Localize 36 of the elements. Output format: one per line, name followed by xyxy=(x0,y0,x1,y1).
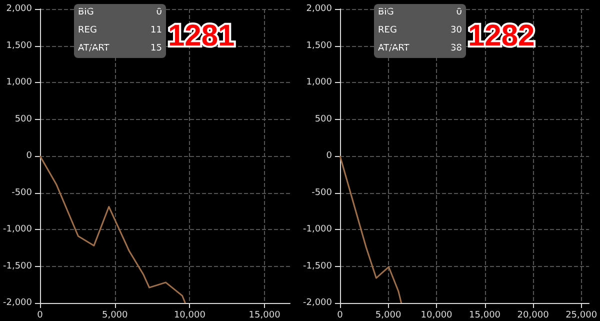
annotation: 11 xyxy=(150,26,162,36)
y-tick-label: -1,500 xyxy=(302,261,332,272)
y-tick-label: 2,000 xyxy=(6,4,32,14)
y-tick-label: 0 xyxy=(326,151,332,161)
y-tick-label: 2,000 xyxy=(306,4,332,14)
y-tick-label: -1,000 xyxy=(302,224,332,234)
y-tick-label: 1,500 xyxy=(306,40,332,51)
y-tick-label: -2,000 xyxy=(302,298,332,308)
x-tick-label: 15,000 xyxy=(248,310,281,320)
x-tick-label: 0 xyxy=(37,310,44,320)
y-tick-label: 0 xyxy=(26,151,32,161)
line-series xyxy=(339,155,402,304)
annotation: REG xyxy=(378,26,397,36)
x-tick-label: 10,000 xyxy=(174,310,206,320)
y-tick-label: 1,500 xyxy=(6,40,32,51)
y-tick-label: -1,500 xyxy=(2,261,32,272)
y-tick-label: -500 xyxy=(312,188,332,198)
y-tick-label: -1,000 xyxy=(2,224,32,234)
x-tick-label: 15,000 xyxy=(469,310,501,320)
chart-title: 1282 xyxy=(468,20,535,52)
x-tick-label: 25,000 xyxy=(566,310,598,320)
line-series xyxy=(39,155,186,304)
annotation: REG xyxy=(78,26,97,36)
y-tick-label: 500 xyxy=(14,114,32,124)
y-tick-label: -2,000 xyxy=(2,298,32,308)
x-tick-label: 20,000 xyxy=(517,310,550,320)
x-tick-label: 5,000 xyxy=(102,310,128,320)
y-tick-label: 500 xyxy=(314,114,332,124)
y-tick-label: -500 xyxy=(12,188,32,198)
chart-title: 1281 xyxy=(168,20,235,52)
y-tick-label: 1,000 xyxy=(306,78,332,88)
x-tick-label: 0 xyxy=(337,310,344,320)
x-tick-label: 10,000 xyxy=(420,310,453,320)
y-tick-label: 1,000 xyxy=(6,78,32,88)
x-tick-label: 5,000 xyxy=(375,310,402,320)
annotation: 30 xyxy=(450,26,462,36)
